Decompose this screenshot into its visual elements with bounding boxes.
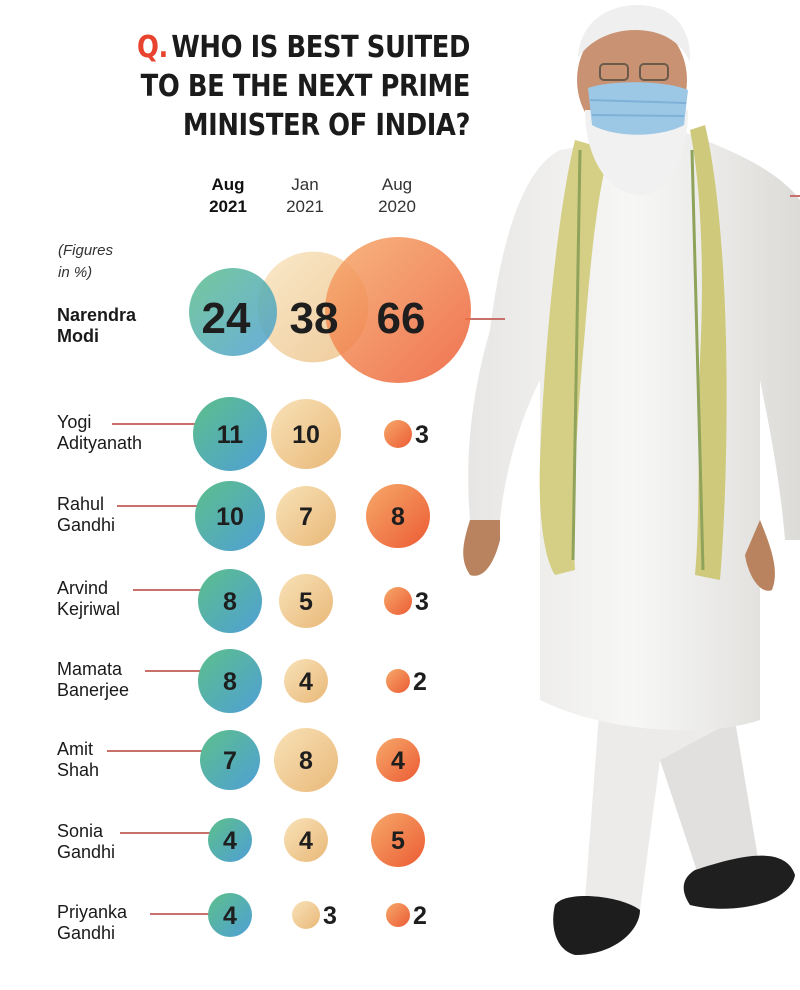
candidate-first-name: Narendra <box>57 305 137 325</box>
connector-line <box>107 750 207 752</box>
value-label-jan-2021-narendra-modi: 38 <box>290 294 339 343</box>
title-q-label: Q. <box>137 30 168 65</box>
candidate-last-name: Gandhi <box>57 515 116 535</box>
connector-line <box>120 832 210 834</box>
candidate-last-name: Banerjee <box>57 680 130 700</box>
candidate-last-name: Modi <box>57 326 99 346</box>
connector-line <box>133 589 205 591</box>
column-header-aug-2020: Aug 2020 <box>362 174 432 218</box>
candidate-first-name: Amit <box>57 739 93 759</box>
bubble-jan-2021-amit-shah <box>274 728 338 792</box>
candidate-label-amit-shah: Amit Shah <box>57 739 99 781</box>
candidate-first-name: Sonia <box>57 821 104 841</box>
title-line-2: TO BE THE NEXT PRIME <box>140 69 471 104</box>
candidate-label-yogi-adityanath: Yogi Adityanath <box>57 412 142 454</box>
candidate-last-name: Gandhi <box>57 842 116 862</box>
candidate-label-priyanka-gandhi: Priyanka Gandhi <box>57 902 127 944</box>
value-label-aug-2021-yogi-adityanath: 11 <box>217 421 244 449</box>
bubble-jan-2021-yogi-adityanath <box>271 399 341 469</box>
candidate-first-name: Rahul <box>57 494 105 514</box>
connector-line <box>145 670 205 672</box>
bubble-jan-2021-sonia-gandhi <box>284 818 328 862</box>
column-year: 2020 <box>378 197 416 216</box>
chart-title: Q. WHO IS BEST SUITED TO BE THE NEXT PRIM… <box>126 28 470 145</box>
bubble-aug-2020-priyanka-gandhi <box>386 903 410 927</box>
value-label-jan-2021-priyanka-gandhi: 3 <box>323 902 337 930</box>
column-header-jan-2021: Jan 2021 <box>270 174 340 218</box>
connector-line <box>465 318 505 320</box>
candidate-first-name: Arvind <box>57 578 109 598</box>
bubble-aug-2021-priyanka-gandhi <box>208 893 252 937</box>
bubble-aug-2021-amit-shah <box>200 730 260 790</box>
value-label-aug-2021-amit-shah: 7 <box>223 747 237 775</box>
candidate-first-name: Priyanka <box>57 902 128 922</box>
bubble-aug-2020-arvind-kejriwal <box>384 587 412 615</box>
value-label-aug-2020-sonia-gandhi: 5 <box>391 827 405 855</box>
bubble-aug-2021-rahul-gandhi <box>195 481 265 551</box>
candidate-label-arvind-kejriwal: Arvind Kejriwal <box>57 578 120 620</box>
value-label-jan-2021-rahul-gandhi: 7 <box>299 503 313 531</box>
value-label-aug-2020-priyanka-gandhi: 2 <box>413 902 427 930</box>
value-label-jan-2021-amit-shah: 8 <box>299 747 313 775</box>
column-month: Jan <box>291 175 319 194</box>
candidate-first-name: Mamata <box>57 659 123 679</box>
value-label-jan-2021-yogi-adityanath: 10 <box>292 421 320 449</box>
value-label-aug-2021-mamata-banerjee: 8 <box>223 668 237 696</box>
column-month: Aug <box>381 175 413 194</box>
bubble-jan-2021-rahul-gandhi <box>276 486 336 546</box>
column-year: 2021 <box>209 197 247 216</box>
bubble-aug-2021-sonia-gandhi <box>208 818 252 862</box>
value-label-aug-2021-arvind-kejriwal: 8 <box>223 588 237 616</box>
connector-line <box>117 505 197 507</box>
bubble-aug-2020-sonia-gandhi <box>371 813 425 867</box>
bubble-aug-2021-yogi-adityanath <box>193 397 267 471</box>
figures-note: (Figures in %) <box>58 242 114 281</box>
bubble-jan-2021-mamata-banerjee <box>284 659 328 703</box>
bubble-aug-2021-narendra-modi <box>189 268 277 356</box>
candidate-last-name: Adityanath <box>57 433 143 453</box>
bubble-aug-2021-mamata-banerjee <box>198 649 262 713</box>
value-label-aug-2020-yogi-adityanath: 3 <box>415 421 429 449</box>
candidate-label-sonia-gandhi: Sonia Gandhi <box>57 821 115 863</box>
value-label-aug-2020-rahul-gandhi: 8 <box>391 503 405 531</box>
column-header-aug-2021: Aug 2021 <box>193 174 263 218</box>
value-label-aug-2021-priyanka-gandhi: 4 <box>223 902 237 930</box>
value-label-aug-2020-amit-shah: 4 <box>391 747 405 775</box>
value-label-aug-2020-narendra-modi: 66 <box>377 294 426 343</box>
bubble-aug-2020-rahul-gandhi <box>366 484 430 548</box>
value-label-aug-2021-narendra-modi: 24 <box>202 294 251 343</box>
bubble-aug-2020-yogi-adityanath <box>384 420 412 448</box>
value-label-aug-2021-rahul-gandhi: 10 <box>216 503 244 531</box>
value-label-aug-2020-mamata-banerjee: 2 <box>413 668 427 696</box>
bubble-aug-2021-arvind-kejriwal <box>198 569 262 633</box>
title-line-1: WHO IS BEST SUITED <box>171 30 471 65</box>
value-label-jan-2021-sonia-gandhi: 4 <box>299 827 313 855</box>
value-label-jan-2021-arvind-kejriwal: 5 <box>299 588 313 616</box>
bubble-jan-2021-arvind-kejriwal <box>279 574 333 628</box>
bubble-aug-2020-narendra-modi <box>325 237 471 383</box>
connector-line <box>112 423 202 425</box>
candidate-first-name: Yogi <box>57 412 92 432</box>
bubble-aug-2020-amit-shah <box>376 738 420 782</box>
column-month: Aug <box>211 175 245 194</box>
connector-line <box>150 913 210 915</box>
column-year: 2021 <box>286 197 324 216</box>
value-label-jan-2021-mamata-banerjee: 4 <box>299 668 313 696</box>
candidate-label-narendra-modi: Narendra Modi <box>57 305 136 347</box>
bubble-jan-2021-priyanka-gandhi <box>292 901 320 929</box>
value-label-aug-2021-sonia-gandhi: 4 <box>223 827 237 855</box>
candidate-last-name: Kejriwal <box>57 599 121 619</box>
title-line-3: MINISTER OF INDIA? <box>182 108 470 143</box>
candidate-label-mamata-banerjee: Mamata Banerjee <box>57 659 129 701</box>
value-label-aug-2020-arvind-kejriwal: 3 <box>415 588 429 616</box>
candidate-last-name: Shah <box>57 760 100 780</box>
candidate-last-name: Gandhi <box>57 923 116 943</box>
bubble-aug-2020-mamata-banerjee <box>386 669 410 693</box>
candidate-label-rahul-gandhi: Rahul Gandhi <box>57 494 115 536</box>
